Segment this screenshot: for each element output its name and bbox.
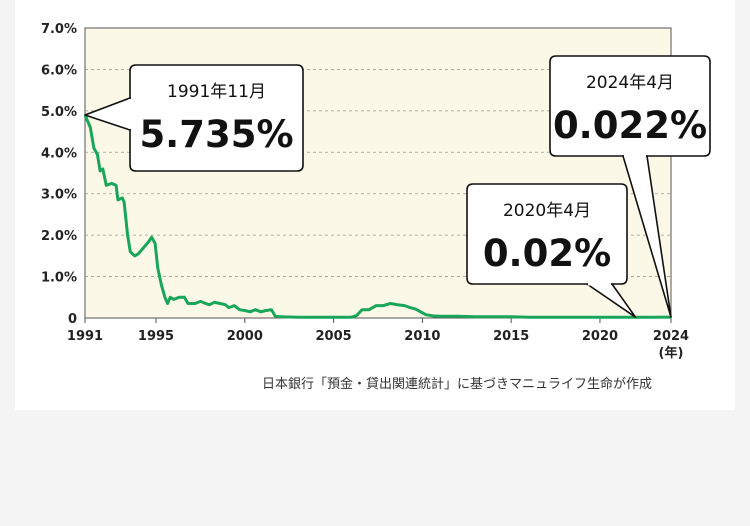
callout-value: 0.02% xyxy=(483,232,611,275)
y-tick-label: 3.0% xyxy=(41,188,77,203)
callouts: 1991年11月 5.735% 2020年4月 0.02% 2024年4月 0.022% xyxy=(84,55,711,318)
callout-date: 2024年4月 xyxy=(586,73,674,93)
callout-box xyxy=(129,64,304,172)
x-tick-label: 2020 xyxy=(582,329,618,344)
callout-box xyxy=(466,183,628,285)
y-tick-label: 1.0% xyxy=(41,271,77,286)
chart-card: 0 1.0% 2.0% 3.0% 4.0% 5.0% 6.0% 7.0% 1991 1995 20… xyxy=(15,0,735,410)
interest-rate-line-chart: 0 1.0% 2.0% 3.0% 4.0% 5.0% 6.0% 7.0% 1991 1995 20… xyxy=(41,22,711,361)
x-tick-label: 1991 xyxy=(67,329,103,344)
y-tick-label: 6.0% xyxy=(41,63,77,78)
y-tick-label: 4.0% xyxy=(41,146,77,161)
x-tick-label: 2000 xyxy=(227,329,263,344)
x-tick-label: 2015 xyxy=(493,329,529,344)
callout: 2020年4月 0.02% xyxy=(466,183,637,318)
x-axis-ticks: 1991 1995 2000 2005 2010 2015 2020 2024(年) xyxy=(67,318,689,361)
y-tick-label: 0 xyxy=(68,312,77,327)
callout-date: 2020年4月 xyxy=(503,201,591,221)
source-note: 日本銀行「預金・貸出関連統計」に基づきマニュライフ生命が作成 xyxy=(262,377,653,392)
callout-value: 5.735% xyxy=(139,113,293,156)
y-tick-label: 7.0% xyxy=(41,22,77,37)
callout: 2024年4月 0.022% xyxy=(549,55,711,318)
callout: 1991年11月 5.735% xyxy=(84,64,304,172)
x-tick-label: 2005 xyxy=(316,329,352,344)
x-tick-label: 2024 xyxy=(653,329,689,344)
x-tick-label: 1995 xyxy=(138,329,174,344)
x-tick-label: 2010 xyxy=(404,329,440,344)
y-tick-label: 2.0% xyxy=(41,229,77,244)
x-axis-unit: (年) xyxy=(659,345,684,361)
series-line xyxy=(83,114,672,319)
callout-value: 0.022% xyxy=(553,104,707,147)
y-tick-label: 5.0% xyxy=(41,105,77,120)
y-axis-ticks: 0 1.0% 2.0% 3.0% 4.0% 5.0% 6.0% 7.0% xyxy=(41,22,77,327)
callout-box xyxy=(549,55,711,157)
callout-date: 1991年11月 xyxy=(167,82,266,102)
